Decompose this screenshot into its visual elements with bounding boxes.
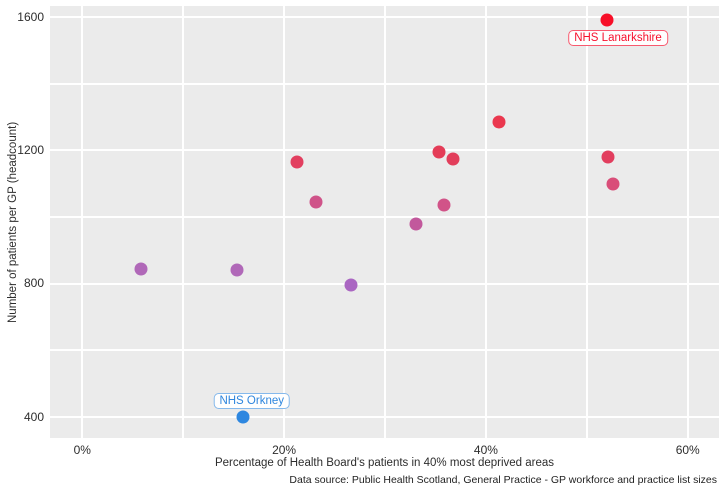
data-point[interactable]	[134, 262, 148, 276]
plot-area	[50, 6, 719, 438]
data-point[interactable]	[230, 263, 244, 277]
gridline-horizontal	[50, 282, 719, 285]
x-axis-title: Percentage of Health Board's patients in…	[214, 457, 555, 469]
gridline-horizontal	[50, 149, 719, 152]
annotation-nhs-orkney: NHS Orkney	[213, 393, 290, 409]
data-point[interactable]	[446, 152, 460, 166]
gridline-horizontal	[50, 216, 719, 218]
y-tick-label: 1200	[17, 142, 44, 157]
data-point[interactable]	[437, 198, 451, 212]
y-tick-label: 1600	[17, 9, 44, 24]
gridline-horizontal	[50, 16, 719, 18]
data-point[interactable]	[492, 115, 506, 129]
data-point[interactable]	[600, 13, 614, 27]
x-tick-label: 0%	[73, 443, 91, 457]
data-point[interactable]	[432, 145, 446, 159]
gridline-vertical	[484, 6, 487, 438]
data-point[interactable]	[309, 195, 323, 209]
gridline-horizontal	[50, 349, 719, 352]
x-tick-label: 60%	[675, 443, 700, 457]
data-point[interactable]	[601, 150, 615, 164]
x-tick-label: 20%	[272, 443, 297, 457]
gridline-horizontal	[50, 82, 719, 85]
gridline-horizontal	[50, 416, 719, 418]
gridline-vertical	[283, 6, 286, 438]
y-tick-label: 800	[23, 276, 44, 291]
gridline-vertical	[384, 6, 386, 438]
gridline-vertical	[686, 6, 689, 438]
data-point[interactable]	[409, 217, 423, 231]
data-source-caption: Data source: Public Health Scotland, Gen…	[289, 474, 717, 486]
gridline-vertical	[585, 6, 588, 438]
data-point[interactable]	[606, 177, 620, 191]
gridline-vertical	[81, 6, 84, 438]
data-point[interactable]	[236, 410, 250, 424]
y-axis-title: Number of patients per GP (headcount)	[7, 121, 19, 323]
data-point[interactable]	[344, 278, 358, 292]
gridline-vertical	[182, 6, 185, 438]
x-tick-label: 40%	[473, 443, 498, 457]
y-tick-label: 400	[23, 409, 44, 424]
annotation-nhs-lanarkshire: NHS Lanarkshire	[568, 30, 668, 47]
data-point[interactable]	[290, 155, 304, 169]
